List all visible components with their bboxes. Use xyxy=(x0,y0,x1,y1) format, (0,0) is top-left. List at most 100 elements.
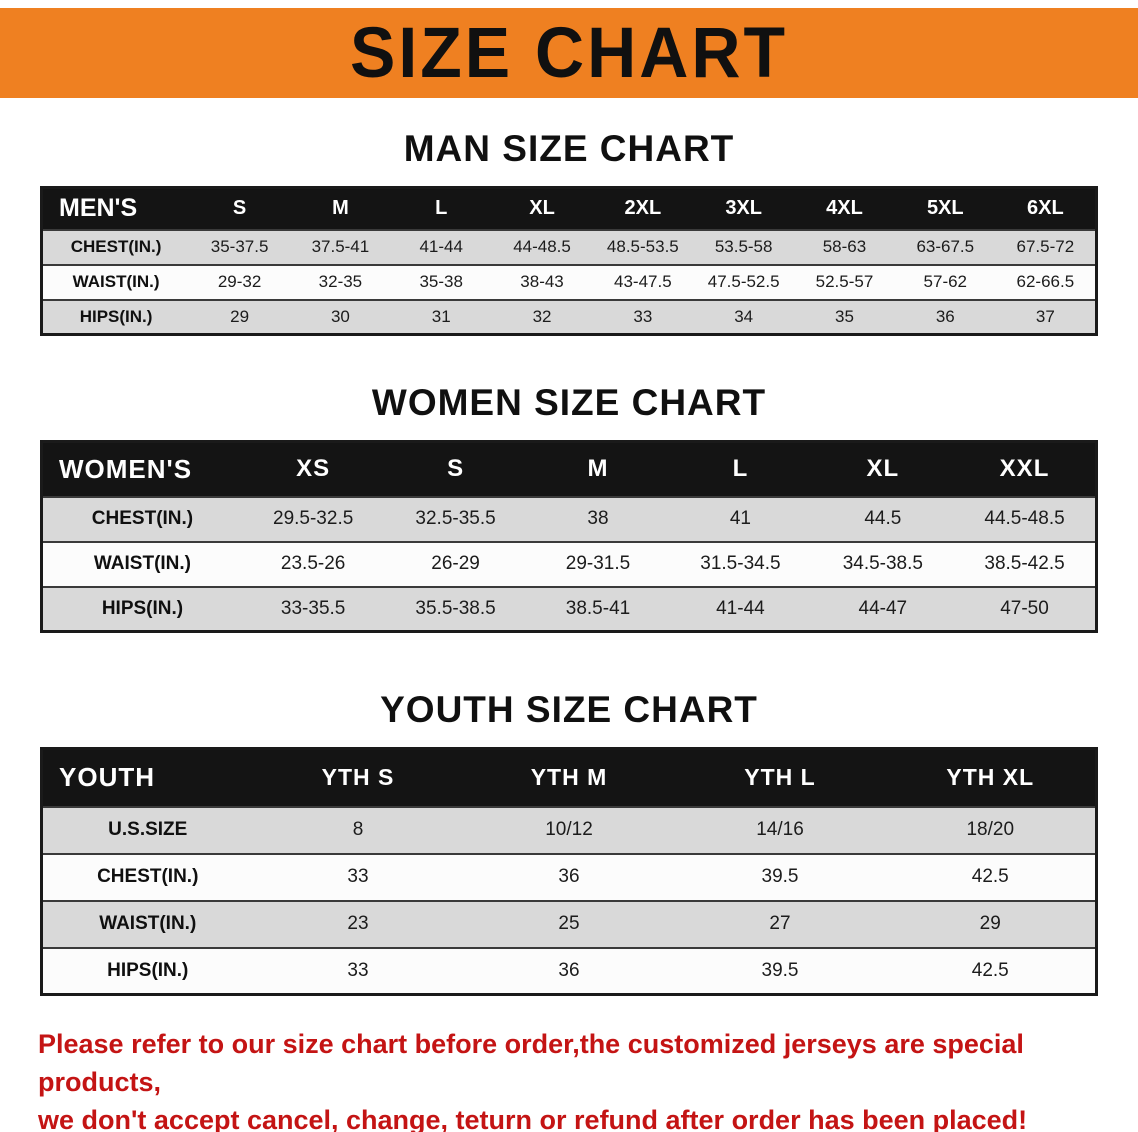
men-size-section: MAN SIZE CHART MEN'S S M L XL 2XL 3XL 4XL 5XL 6XL… xyxy=(0,128,1138,336)
value-cell: 29 xyxy=(189,299,290,335)
value-cell: 36 xyxy=(463,947,675,995)
value-cell: 62-66.5 xyxy=(995,264,1097,300)
table-row: HIPS(IN.) 33-35.5 35.5-38.5 38.5-41 41-44 44-… xyxy=(41,586,1097,632)
value-cell: 18/20 xyxy=(885,806,1097,854)
value-cell: 25 xyxy=(463,900,675,948)
table-row: WAIST(IN.) 29-32 32-35 35-38 38-43 43-47.5 47.… xyxy=(41,264,1097,300)
value-cell: 38.5-42.5 xyxy=(954,541,1097,587)
size-header-cell: XL xyxy=(811,441,955,497)
row-label-cell: HIPS(IN.) xyxy=(41,947,253,995)
value-cell: 53.5-58 xyxy=(693,229,795,265)
value-cell: 33 xyxy=(252,853,464,901)
size-header-cell: XS xyxy=(241,441,385,497)
value-cell: 67.5-72 xyxy=(995,229,1097,265)
value-cell: 47-50 xyxy=(954,586,1097,632)
table-row: CHEST(IN.) 33 36 39.5 42.5 xyxy=(41,853,1097,901)
table-row: CHEST(IN.) 35-37.5 37.5-41 41-44 44-48.5 48.5… xyxy=(41,229,1097,265)
table-row: WAIST(IN.) 23.5-26 26-29 29-31.5 31.5-34.5 34… xyxy=(41,541,1097,587)
youth-section-heading: YOUTH SIZE CHART xyxy=(380,689,758,730)
value-cell: 48.5-53.5 xyxy=(592,229,694,265)
value-cell: 35.5-38.5 xyxy=(384,586,527,632)
value-cell: 63-67.5 xyxy=(894,229,996,265)
row-label-cell: WAIST(IN.) xyxy=(41,264,190,300)
women-section-heading: WOMEN SIZE CHART xyxy=(371,382,767,423)
size-header-cell: S xyxy=(189,187,290,230)
youth-size-section: YOUTH SIZE CHART YOUTH YTH S YTH M YTH L YTH… xyxy=(0,689,1138,996)
men-section-heading: MAN SIZE CHART xyxy=(403,128,735,169)
women-size-section: WOMEN SIZE CHART WOMEN'S XS S M L XL XXL CHEST(… xyxy=(0,382,1138,633)
table-title-cell: MEN'S xyxy=(41,187,190,230)
size-header-cell: XXL xyxy=(954,441,1097,497)
value-cell: 10/12 xyxy=(463,806,675,854)
value-cell: 41-44 xyxy=(669,586,812,632)
table-title-cell: WOMEN'S xyxy=(41,441,242,497)
value-cell: 29.5-32.5 xyxy=(241,496,385,542)
value-cell: 57-62 xyxy=(894,264,996,300)
size-header-cell: YTH S xyxy=(252,748,464,807)
size-header-cell: YTH M xyxy=(463,748,675,807)
value-cell: 36 xyxy=(463,853,675,901)
value-cell: 58-63 xyxy=(794,229,895,265)
table-row: HIPS(IN.) 33 36 39.5 42.5 xyxy=(41,947,1097,995)
value-cell: 33 xyxy=(252,947,464,995)
value-cell: 35-37.5 xyxy=(189,229,290,265)
size-header-cell: YTH L xyxy=(674,748,886,807)
value-cell: 44.5-48.5 xyxy=(954,496,1097,542)
value-cell: 37 xyxy=(995,299,1097,335)
value-cell: 41-44 xyxy=(390,229,492,265)
value-cell: 42.5 xyxy=(885,947,1097,995)
row-label-cell: HIPS(IN.) xyxy=(41,586,242,632)
value-cell: 38-43 xyxy=(491,264,593,300)
order-notice: Please refer to our size chart before or… xyxy=(38,1026,1100,1132)
value-cell: 43-47.5 xyxy=(592,264,694,300)
row-label-cell: CHEST(IN.) xyxy=(41,853,253,901)
value-cell: 32-35 xyxy=(290,264,391,300)
value-cell: 33 xyxy=(592,299,694,335)
size-header-cell: 4XL xyxy=(794,187,895,230)
size-header-cell: 3XL xyxy=(693,187,795,230)
table-row: U.S.SIZE 8 10/12 14/16 18/20 xyxy=(41,806,1097,854)
value-cell: 32 xyxy=(491,299,593,335)
value-cell: 42.5 xyxy=(885,853,1097,901)
size-header-cell: XL xyxy=(491,187,593,230)
size-header-cell: 6XL xyxy=(995,187,1097,230)
table-header-row: MEN'S S M L XL 2XL 3XL 4XL 5XL 6XL xyxy=(41,187,1097,230)
value-cell: 14/16 xyxy=(674,806,886,854)
value-cell: 35-38 xyxy=(390,264,492,300)
size-header-cell: S xyxy=(384,441,527,497)
size-header-cell: M xyxy=(526,441,670,497)
women-size-table: WOMEN'S XS S M L XL XXL CHEST(IN.) 29.5-32.5 32.5… xyxy=(40,440,1098,633)
value-cell: 23 xyxy=(252,900,464,948)
value-cell: 44.5 xyxy=(811,496,955,542)
row-label-cell: U.S.SIZE xyxy=(41,806,253,854)
value-cell: 30 xyxy=(290,299,391,335)
table-row: HIPS(IN.) 29 30 31 32 33 34 35 36 37 xyxy=(41,299,1097,335)
value-cell: 29-32 xyxy=(189,264,290,300)
value-cell: 34 xyxy=(693,299,795,335)
value-cell: 31.5-34.5 xyxy=(669,541,812,587)
size-header-cell: M xyxy=(290,187,391,230)
value-cell: 32.5-35.5 xyxy=(384,496,527,542)
value-cell: 38 xyxy=(526,496,670,542)
table-row: WAIST(IN.) 23 25 27 29 xyxy=(41,900,1097,948)
size-header-cell: 5XL xyxy=(894,187,996,230)
value-cell: 26-29 xyxy=(384,541,527,587)
table-header-row: YOUTH YTH S YTH M YTH L YTH XL xyxy=(41,748,1097,807)
table-row: CHEST(IN.) 29.5-32.5 32.5-35.5 38 41 44.5 44.5… xyxy=(41,496,1097,542)
value-cell: 29-31.5 xyxy=(526,541,670,587)
value-cell: 8 xyxy=(252,806,464,854)
value-cell: 44-47 xyxy=(811,586,955,632)
page-title: SIZE CHART xyxy=(350,13,788,93)
row-label-cell: WAIST(IN.) xyxy=(41,900,253,948)
notice-line-1: Please refer to our size chart before or… xyxy=(38,1029,1024,1097)
youth-size-table: YOUTH YTH S YTH M YTH L YTH XL U.S.SIZE 8 10/12… xyxy=(40,747,1098,996)
value-cell: 31 xyxy=(390,299,492,335)
value-cell: 41 xyxy=(669,496,812,542)
value-cell: 44-48.5 xyxy=(491,229,593,265)
men-size-table: MEN'S S M L XL 2XL 3XL 4XL 5XL 6XL CHEST(IN.) 35-37… xyxy=(40,186,1098,336)
table-header-row: WOMEN'S XS S M L XL XXL xyxy=(41,441,1097,497)
row-label-cell: CHEST(IN.) xyxy=(41,229,190,265)
value-cell: 37.5-41 xyxy=(290,229,391,265)
value-cell: 39.5 xyxy=(674,853,886,901)
